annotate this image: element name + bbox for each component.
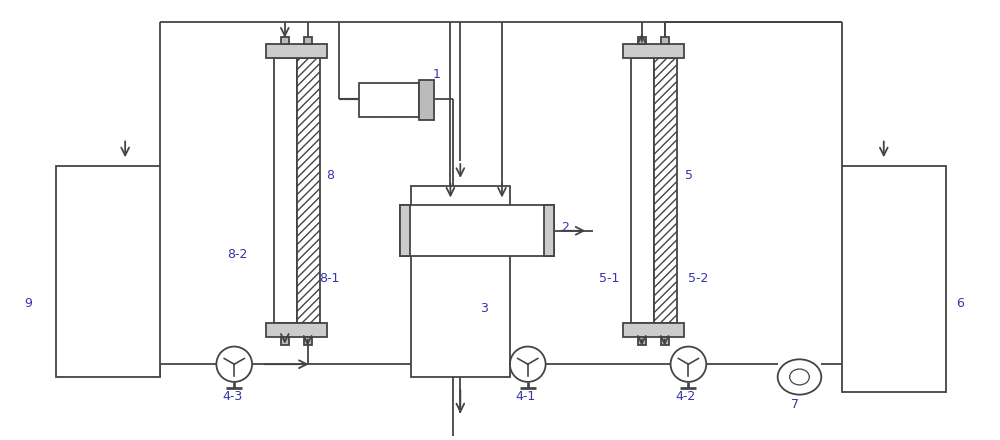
- Bar: [654, 58, 677, 323]
- Text: 1: 1: [433, 68, 440, 81]
- Bar: [419, 80, 434, 120]
- Bar: [411, 186, 510, 377]
- Text: 5-2: 5-2: [688, 272, 709, 286]
- Text: 4-2: 4-2: [676, 390, 696, 403]
- Bar: [274, 58, 297, 323]
- Bar: [297, 58, 320, 323]
- Text: 9: 9: [24, 297, 32, 310]
- Bar: [661, 37, 669, 44]
- Text: 2: 2: [561, 221, 569, 235]
- Text: 3: 3: [480, 302, 488, 315]
- Bar: [638, 37, 646, 44]
- Bar: [56, 166, 160, 377]
- Bar: [623, 323, 684, 337]
- Bar: [661, 337, 669, 345]
- Bar: [638, 337, 646, 345]
- Bar: [544, 205, 554, 256]
- Bar: [400, 205, 410, 256]
- Text: 8: 8: [326, 169, 334, 182]
- Bar: [304, 37, 312, 44]
- Bar: [842, 166, 946, 392]
- Text: 6: 6: [956, 297, 964, 310]
- Text: 4-1: 4-1: [516, 390, 536, 403]
- Bar: [623, 44, 684, 58]
- Bar: [266, 323, 327, 337]
- Bar: [266, 44, 327, 58]
- Text: 5-1: 5-1: [599, 272, 620, 286]
- Bar: [304, 337, 312, 345]
- Bar: [281, 37, 289, 44]
- Bar: [359, 83, 419, 117]
- Bar: [281, 337, 289, 345]
- Bar: [631, 58, 654, 323]
- Text: 8-1: 8-1: [320, 272, 340, 286]
- Bar: [400, 205, 554, 256]
- Text: 5: 5: [685, 169, 693, 182]
- Text: 8-2: 8-2: [227, 248, 248, 261]
- Text: 4-3: 4-3: [222, 390, 243, 403]
- Text: 7: 7: [791, 398, 799, 411]
